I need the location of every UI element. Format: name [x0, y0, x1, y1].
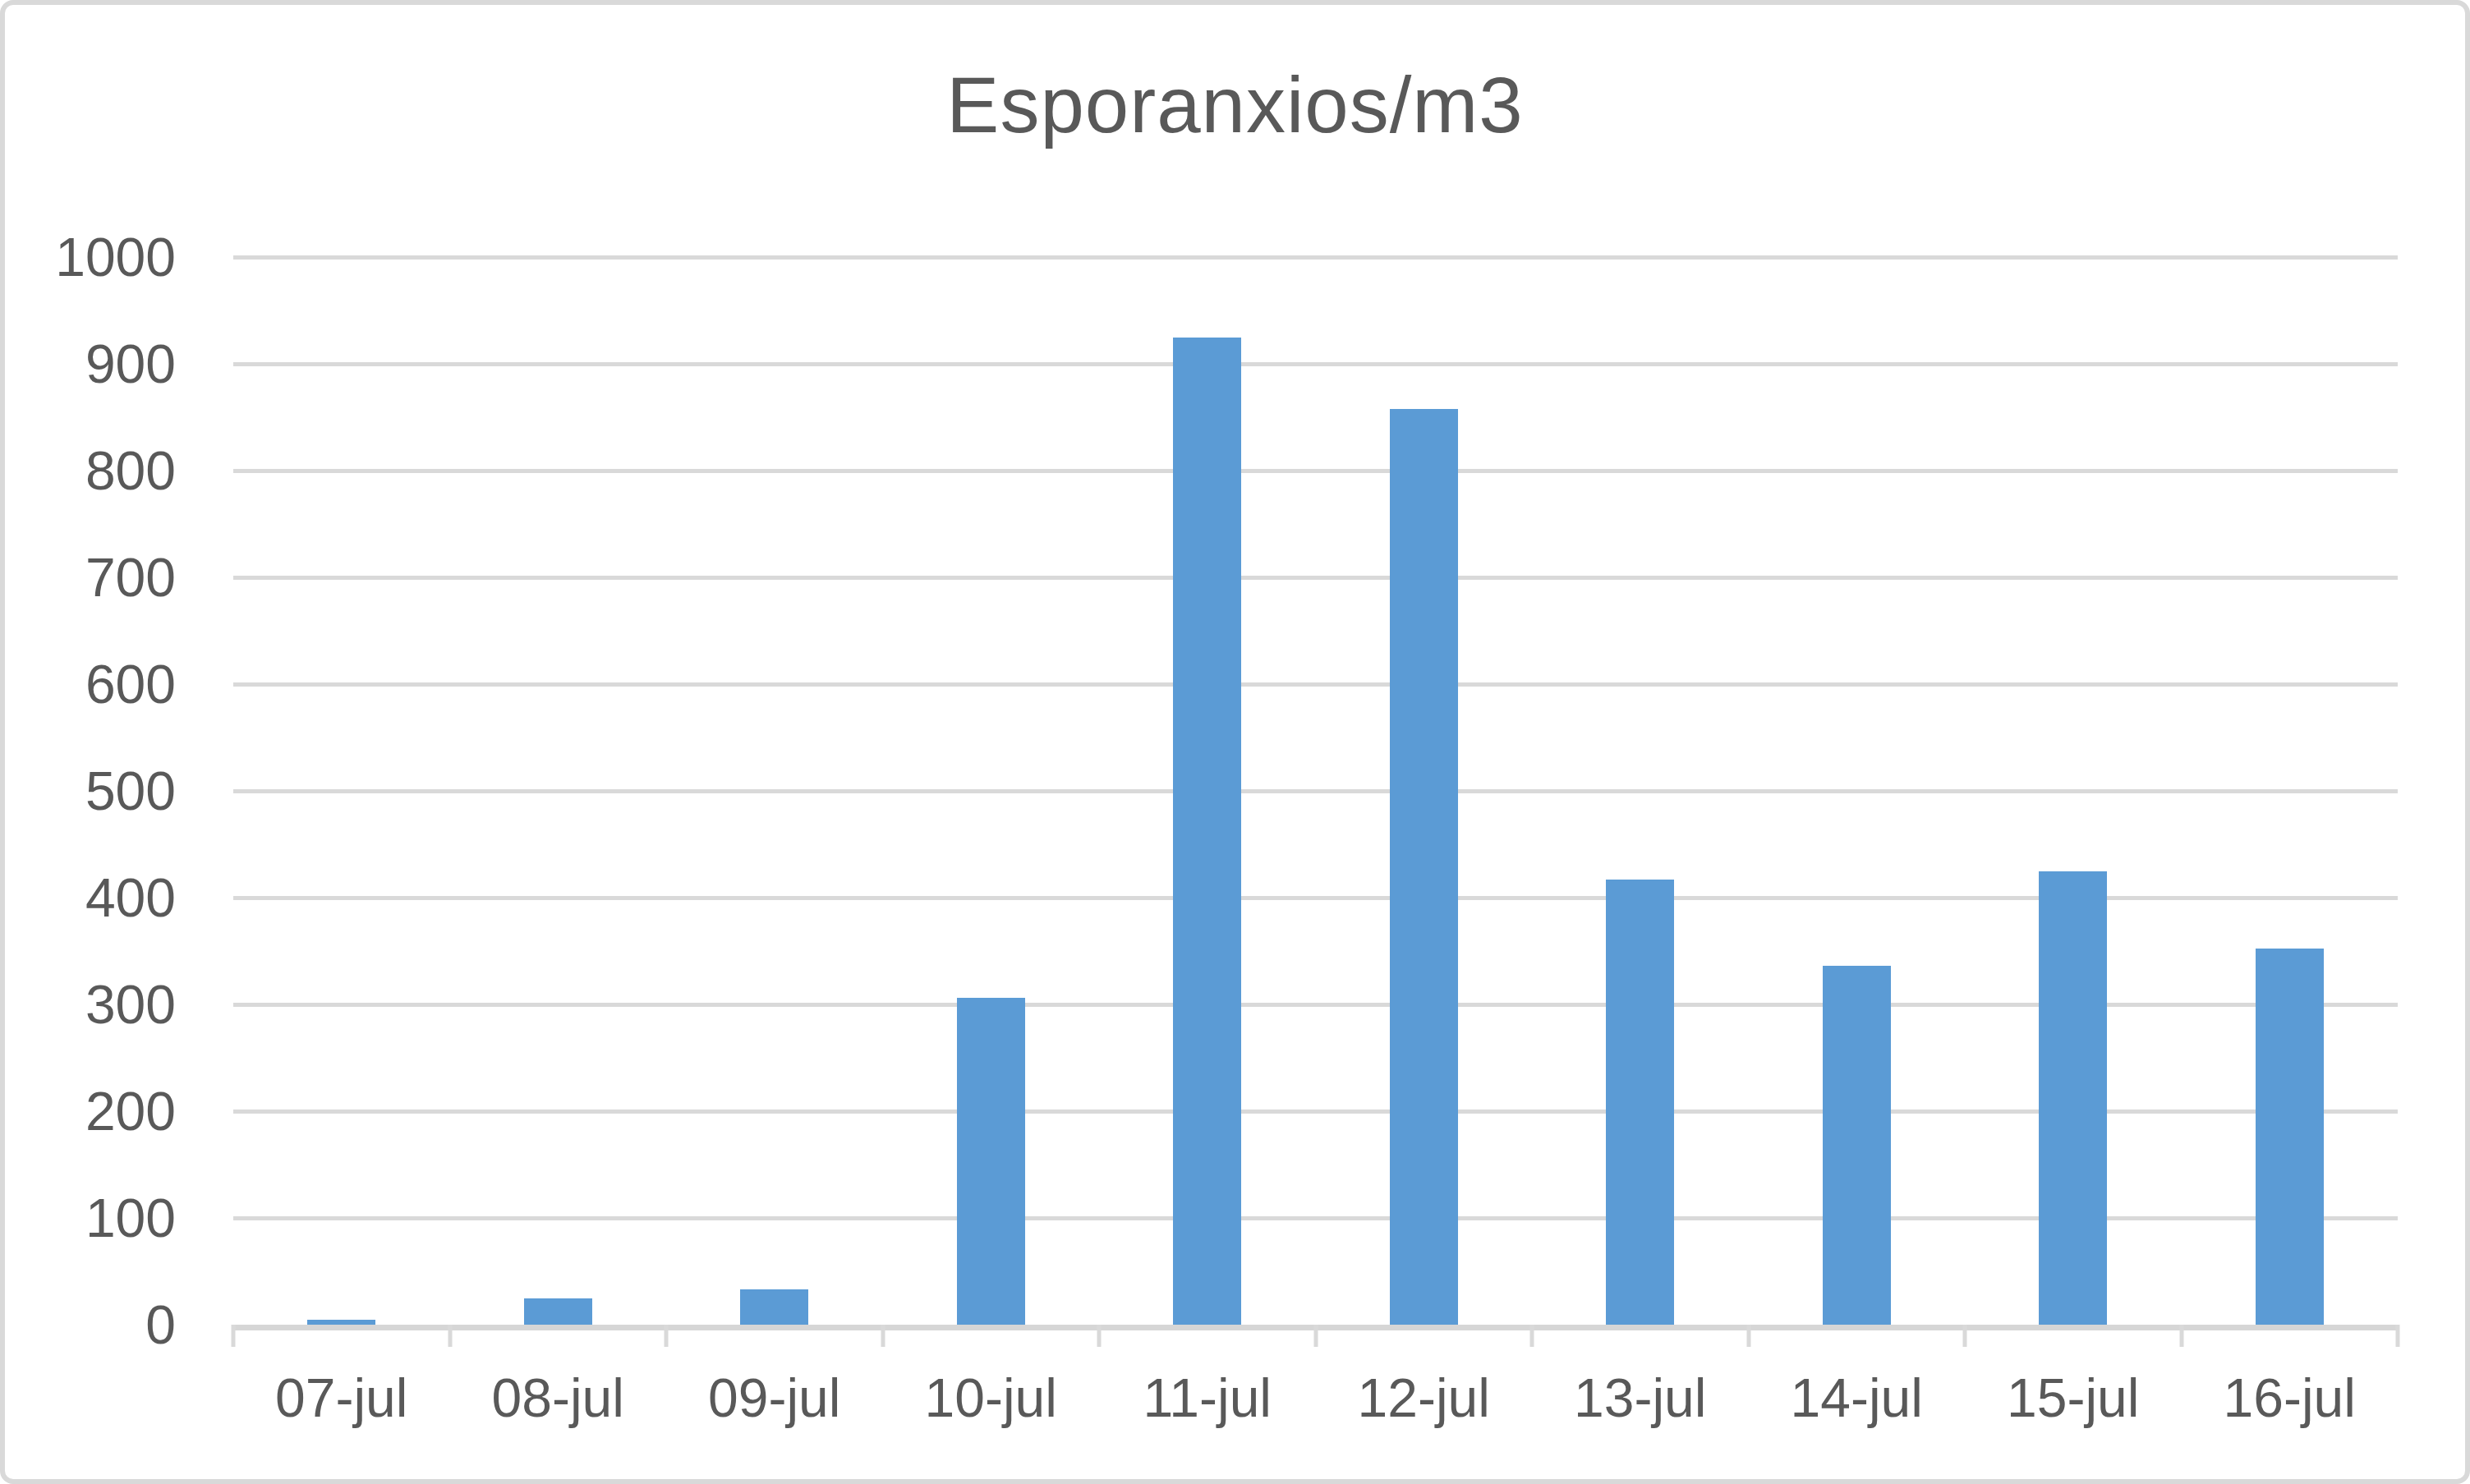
x-axis-labels: 07-jul08-jul09-jul10-jul11-jul12-jul13-j…: [233, 1371, 2398, 1425]
bar-14-jul: [1823, 966, 1891, 1325]
bars-layer: [233, 257, 2398, 1325]
bar-slot-16-jul: [2182, 257, 2399, 1325]
bar-15-jul: [2039, 871, 2107, 1325]
y-tick-label-400: 400: [85, 871, 176, 925]
axis-boundary-tick-8: [1963, 1325, 1967, 1347]
bar-slot-14-jul: [1749, 257, 1966, 1325]
chart-screenshot: { "chart": { "colors": { "bar": "#5B9BD5…: [0, 0, 2470, 1484]
bar-slot-10-jul: [883, 257, 1100, 1325]
y-tick-label-1000: 1000: [55, 230, 176, 284]
x-tick-label-16-jul: 16-jul: [2182, 1371, 2399, 1425]
bar-slot-11-jul: [1099, 257, 1316, 1325]
y-tick-label-600: 600: [85, 657, 176, 711]
x-tick-label-12-jul: 12-jul: [1316, 1371, 1533, 1425]
y-tick-label-800: 800: [85, 443, 176, 498]
x-tick-label-09-jul: 09-jul: [666, 1371, 883, 1425]
bar-slot-12-jul: [1316, 257, 1533, 1325]
y-tick-label-300: 300: [85, 977, 176, 1031]
axis-boundary-tick-5: [1313, 1325, 1318, 1347]
x-tick-label-07-jul: 07-jul: [233, 1371, 450, 1425]
axis-boundary-tick-7: [1746, 1325, 1750, 1347]
axis-boundary-tick-9: [2179, 1325, 2183, 1347]
bar-13-jul: [1606, 880, 1674, 1325]
bar-slot-13-jul: [1532, 257, 1749, 1325]
axis-boundary-tick-10: [2396, 1325, 2400, 1347]
chart-canvas: Esporanxios/m3 0100200300400500600700800…: [0, 0, 2470, 1484]
chart-title: Esporanxios/m3: [5, 57, 2465, 152]
axis-boundary-tick-0: [232, 1325, 236, 1347]
y-tick-label-200: 200: [85, 1084, 176, 1138]
x-tick-label-14-jul: 14-jul: [1749, 1371, 1966, 1425]
axis-boundary-tick-6: [1530, 1325, 1534, 1347]
bar-16-jul: [2256, 949, 2324, 1325]
bar-slot-08-jul: [450, 257, 667, 1325]
axis-boundary-tick-4: [1097, 1325, 1102, 1347]
y-tick-label-700: 700: [85, 550, 176, 604]
bar-slot-07-jul: [233, 257, 450, 1325]
bar-08-jul: [524, 1298, 592, 1325]
axis-boundary-tick-1: [448, 1325, 452, 1347]
y-tick-label-0: 0: [145, 1298, 176, 1352]
x-tick-label-13-jul: 13-jul: [1532, 1371, 1749, 1425]
x-tick-label-10-jul: 10-jul: [883, 1371, 1100, 1425]
bar-09-jul: [740, 1289, 808, 1325]
bar-12-jul: [1390, 409, 1458, 1325]
y-tick-label-100: 100: [85, 1191, 176, 1245]
plot-area: 01002003004005006007008009001000 07-jul0…: [233, 257, 2398, 1325]
axis-boundary-tick-3: [881, 1325, 885, 1347]
y-tick-label-500: 500: [85, 764, 176, 818]
bar-slot-09-jul: [666, 257, 883, 1325]
bar-10-jul: [957, 998, 1025, 1325]
x-tick-label-11-jul: 11-jul: [1099, 1371, 1316, 1425]
y-tick-label-900: 900: [85, 337, 176, 391]
x-tick-label-15-jul: 15-jul: [1965, 1371, 2182, 1425]
bar-slot-15-jul: [1965, 257, 2182, 1325]
axis-boundary-tick-2: [665, 1325, 669, 1347]
bar-11-jul: [1173, 338, 1241, 1325]
x-tick-label-08-jul: 08-jul: [450, 1371, 667, 1425]
